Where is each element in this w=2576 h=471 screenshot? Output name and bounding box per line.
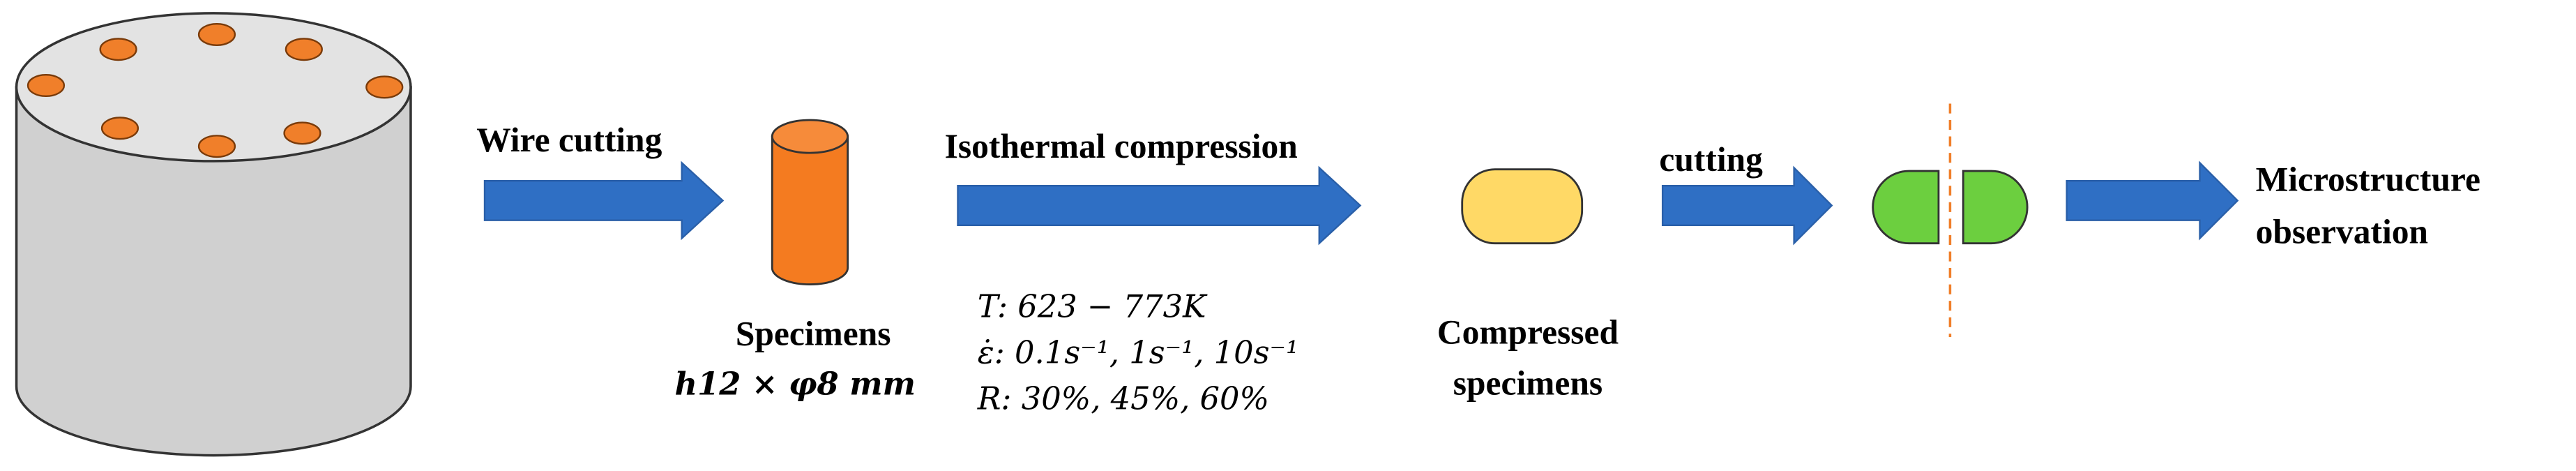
compressed-label: specimens: [1453, 364, 1603, 402]
arrow: [957, 165, 1362, 246]
half-left: [1872, 170, 1940, 245]
specimen-name: Specimens: [736, 315, 891, 353]
step-label: Isothermal compression: [945, 127, 1298, 165]
condition: R: 30%, 45%, 60%: [977, 380, 1269, 417]
result-label: Microstructure: [2256, 160, 2480, 198]
compressed-specimen: [1461, 168, 1584, 245]
condition: T: 623 − 773K: [978, 288, 1208, 325]
arrow: [2066, 160, 2239, 241]
arrow: [483, 160, 725, 241]
compressed-label: Compressed: [1437, 313, 1619, 351]
specimen: [771, 119, 849, 286]
billet: [15, 12, 412, 457]
condition: ε̇: 0.1s⁻¹, 1s⁻¹, 10s⁻¹: [978, 334, 1298, 371]
step-label: Wire cutting: [476, 121, 662, 159]
result-label: observation: [2256, 213, 2428, 251]
half-right: [1962, 170, 2029, 245]
step-label: cutting: [1659, 140, 1763, 179]
arrow: [1661, 165, 1833, 246]
specimen-size: h12 × φ8 mm: [675, 365, 916, 402]
